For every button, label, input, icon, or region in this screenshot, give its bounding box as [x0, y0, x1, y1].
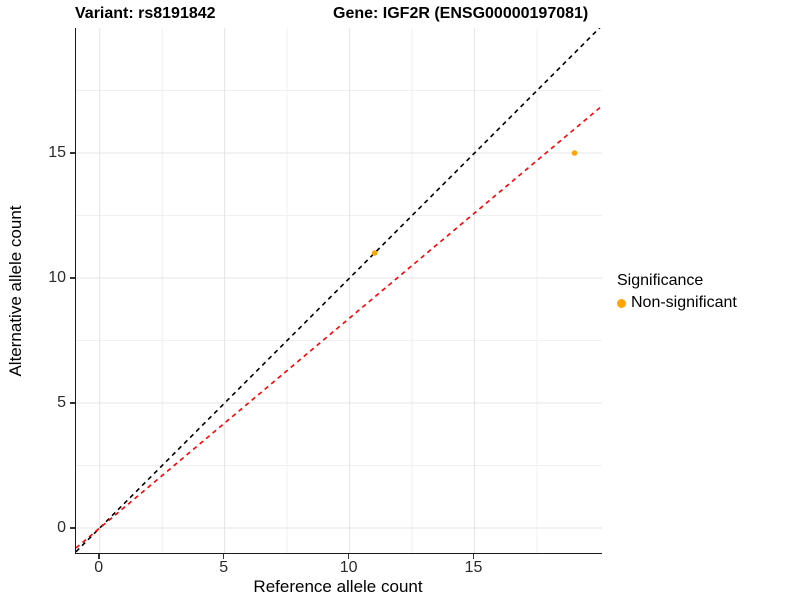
x-axis-title: Reference allele count [253, 577, 423, 596]
legend-point-swatch-icon [617, 298, 626, 308]
x-tick-label: 10 [339, 559, 358, 576]
plot-title-variant: Variant: rs8191842 [75, 5, 216, 22]
plot-title-gene: Gene: IGF2R (ENSG00000197081) [333, 5, 589, 22]
y-tick-label: 15 [48, 144, 66, 161]
legend-item-label: Non-significant [631, 294, 737, 311]
legend: Significance Non-significant [617, 272, 737, 312]
data-point [371, 250, 378, 256]
ratio-fit-line [76, 105, 602, 549]
y-tick-label: 0 [57, 519, 66, 536]
legend-title: Significance [617, 272, 704, 289]
x-tick-mark [222, 554, 225, 559]
y-tick-mark [70, 402, 75, 404]
legend-item-non-significant: Non-significant [617, 294, 737, 312]
x-tick-mark [472, 554, 475, 559]
x-tick-mark [97, 554, 100, 559]
x-tick-label: 5 [219, 559, 229, 576]
identity-line [76, 28, 601, 553]
y-tick-label: 5 [57, 394, 66, 411]
x-tick-mark [347, 554, 350, 559]
y-tick-mark [70, 527, 75, 529]
y-axis-title: Alternative allele count [6, 205, 25, 377]
y-tick-label: 10 [48, 269, 66, 286]
y-tick-mark [70, 277, 75, 279]
y-tick-mark [70, 152, 75, 154]
plot-panel [75, 28, 602, 554]
data-point [571, 150, 578, 156]
x-tick-label: 0 [94, 559, 104, 576]
x-tick-label: 15 [464, 559, 483, 576]
chart-canvas [76, 28, 602, 553]
